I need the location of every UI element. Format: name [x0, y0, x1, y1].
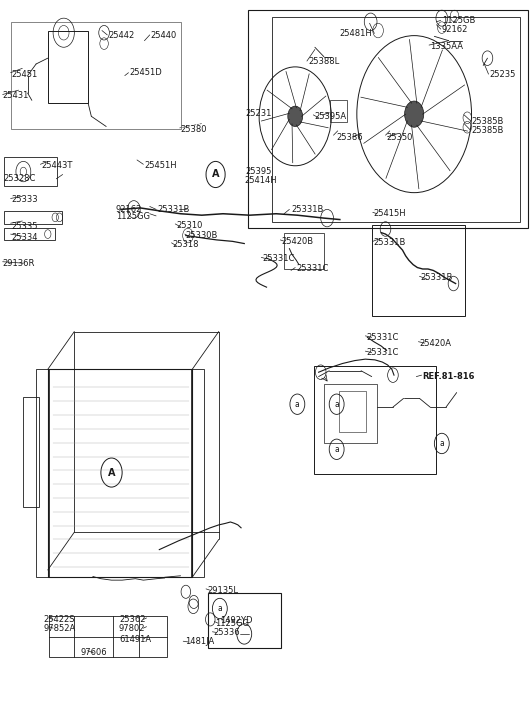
Text: 25331C: 25331C	[296, 265, 329, 273]
Text: a: a	[218, 604, 222, 613]
Text: 97606: 97606	[81, 648, 107, 657]
Text: 25440: 25440	[151, 31, 177, 40]
Text: 25386: 25386	[337, 133, 363, 142]
Text: 25331B: 25331B	[421, 273, 453, 282]
Text: 25451D: 25451D	[130, 68, 162, 77]
Bar	[284, 233, 324, 269]
Bar	[208, 593, 281, 648]
Text: 25330B: 25330B	[186, 231, 218, 240]
Text: 25385B: 25385B	[472, 117, 504, 126]
Text: 97802: 97802	[119, 624, 145, 632]
Bar	[4, 211, 62, 224]
Text: 25481H: 25481H	[339, 29, 372, 38]
Text: 25385B: 25385B	[472, 126, 504, 135]
Bar	[372, 225, 465, 316]
Text: 25334: 25334	[12, 233, 38, 242]
Text: a: a	[440, 439, 444, 448]
Text: 25451H: 25451H	[144, 161, 177, 169]
Bar	[11, 22, 181, 129]
Text: a: a	[335, 445, 339, 454]
Text: 1125GB: 1125GB	[442, 16, 475, 25]
Text: 25235: 25235	[490, 71, 516, 79]
Text: 25431: 25431	[3, 92, 29, 100]
Text: 25362: 25362	[119, 615, 145, 624]
Text: 25395A: 25395A	[314, 112, 346, 121]
Text: 25350: 25350	[387, 133, 413, 142]
Bar	[4, 228, 55, 240]
Text: 25318: 25318	[173, 240, 199, 249]
Text: 25231: 25231	[245, 109, 272, 118]
Text: 25331B: 25331B	[157, 205, 190, 214]
Text: A: A	[212, 169, 219, 180]
Text: 1125GG: 1125GG	[116, 212, 150, 221]
Text: 25331B: 25331B	[291, 205, 323, 214]
Text: 25333: 25333	[12, 195, 38, 204]
Text: 25335: 25335	[12, 222, 38, 231]
Bar	[191, 369, 204, 577]
Text: 92162: 92162	[442, 25, 468, 33]
Bar	[4, 157, 57, 186]
Text: 97852A: 97852A	[44, 624, 76, 632]
Bar	[272, 17, 520, 222]
Text: 25443T: 25443T	[41, 161, 73, 169]
Bar	[23, 397, 39, 507]
Text: 1492YD: 1492YD	[220, 616, 252, 625]
Text: 29136R: 29136R	[3, 259, 35, 268]
Bar	[339, 391, 366, 432]
Bar	[324, 384, 377, 443]
Text: 61491A: 61491A	[119, 635, 151, 643]
Text: 92162: 92162	[116, 205, 142, 214]
Bar	[48, 31, 88, 103]
Text: 25331C: 25331C	[366, 333, 399, 342]
Text: 25328C: 25328C	[4, 174, 36, 183]
Bar	[330, 100, 347, 122]
Circle shape	[288, 106, 303, 126]
Text: 25420B: 25420B	[281, 237, 313, 246]
Text: 25442: 25442	[108, 31, 134, 40]
Text: 25336: 25336	[213, 628, 240, 637]
Text: 25331C: 25331C	[262, 254, 295, 263]
Text: REF.81-816: REF.81-816	[423, 372, 475, 381]
Text: a: a	[295, 400, 299, 409]
Text: A: A	[108, 467, 115, 478]
Text: 25331C: 25331C	[366, 348, 399, 357]
Text: 1125GG: 1125GG	[216, 619, 250, 627]
Text: 25310: 25310	[176, 221, 203, 230]
Text: 25331B: 25331B	[374, 238, 406, 247]
Text: 1335AA: 1335AA	[430, 42, 463, 51]
Text: 25388L: 25388L	[308, 57, 339, 66]
Circle shape	[405, 101, 424, 127]
Bar	[248, 10, 528, 228]
Bar	[49, 616, 167, 657]
Bar	[314, 366, 436, 474]
Text: 1481JA: 1481JA	[185, 638, 214, 646]
Text: 25422S: 25422S	[44, 615, 75, 624]
Bar	[48, 369, 192, 577]
Text: 25451: 25451	[12, 70, 38, 79]
Text: 25380: 25380	[181, 125, 207, 134]
Bar	[36, 369, 49, 577]
Text: 29135L: 29135L	[207, 586, 238, 595]
Text: 25395: 25395	[245, 167, 272, 176]
Text: a: a	[335, 400, 339, 409]
Text: 25414H: 25414H	[244, 176, 277, 185]
Text: 25420A: 25420A	[419, 339, 451, 348]
Text: 25415H: 25415H	[374, 209, 406, 218]
